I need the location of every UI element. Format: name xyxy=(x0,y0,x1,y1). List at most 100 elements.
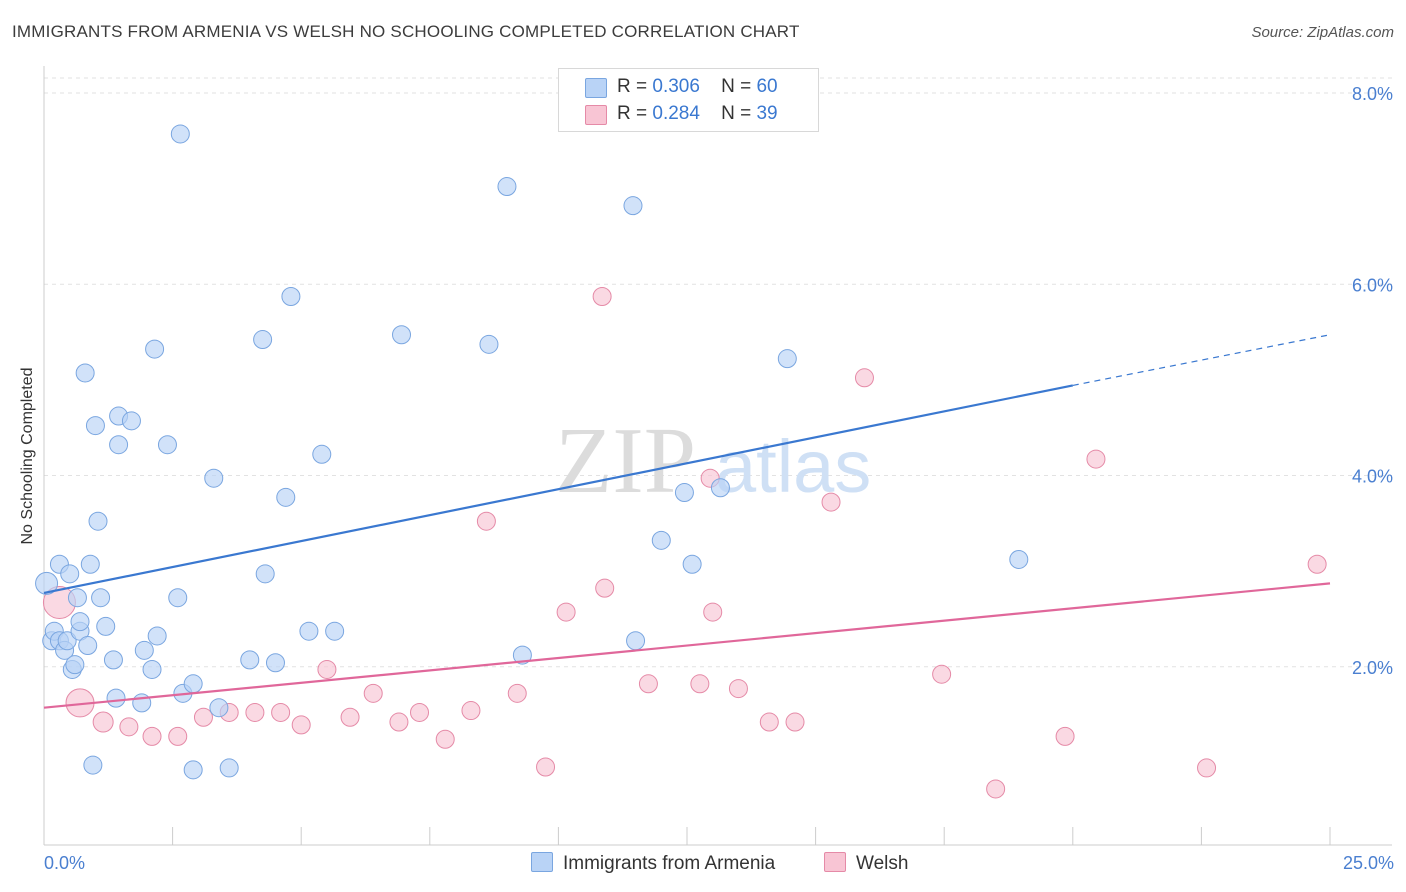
y-tick-label: 6.0% xyxy=(1352,275,1393,295)
armenia-point xyxy=(253,330,273,350)
trend-line-armenia-extension xyxy=(1072,334,1331,387)
welsh-point xyxy=(785,712,805,732)
welsh-point xyxy=(340,707,360,727)
armenia-point xyxy=(240,650,260,670)
legend-r-label: R = xyxy=(617,76,648,97)
welsh-point xyxy=(435,729,455,749)
armenia-point xyxy=(710,478,730,498)
armenia-point xyxy=(299,621,319,641)
armenia-point xyxy=(57,631,77,651)
armenia-point xyxy=(497,177,517,197)
welsh-point xyxy=(1086,449,1106,469)
bottom-legend-swatch-armenia xyxy=(531,852,553,872)
armenia-point xyxy=(35,571,59,595)
welsh-point xyxy=(703,602,723,622)
chart-title: IMMIGRANTS FROM ARMENIA VS WELSH NO SCHO… xyxy=(12,22,800,41)
trend-line-armenia xyxy=(43,384,1074,595)
welsh-point xyxy=(389,712,409,732)
welsh-point xyxy=(291,715,311,735)
bottom-legend-welsh: Welsh xyxy=(824,852,908,875)
legend-r-value: 0.284 xyxy=(652,103,700,124)
armenia-point xyxy=(96,616,116,636)
armenia-point xyxy=(204,468,224,488)
armenia-point xyxy=(147,626,167,646)
welsh-point xyxy=(728,679,748,699)
armenia-point xyxy=(70,612,90,632)
welsh-point xyxy=(317,659,337,679)
y-tick-label: 8.0% xyxy=(1352,84,1393,104)
armenia-point xyxy=(479,334,499,354)
welsh-point xyxy=(759,712,779,732)
bottom-legend-label-welsh: Welsh xyxy=(856,853,909,874)
armenia-point xyxy=(170,124,190,144)
welsh-point xyxy=(476,511,496,531)
armenia-point xyxy=(103,650,123,670)
armenia-point xyxy=(512,645,532,665)
welsh-point xyxy=(638,674,658,694)
bottom-legend-swatch-welsh xyxy=(824,852,846,872)
welsh-point xyxy=(1307,554,1327,574)
source-label: Source: ZipAtlas.com xyxy=(1251,24,1394,41)
welsh-point xyxy=(142,726,162,746)
armenia-point xyxy=(78,636,98,656)
bottom-legend-armenia: Immigrants from Armenia xyxy=(531,852,775,875)
gridlines xyxy=(44,77,1392,668)
y-tick-label: 4.0% xyxy=(1352,467,1393,487)
trend-line-welsh xyxy=(43,582,1331,709)
y-tick-labels: 2.0% 4.0% 6.0% 8.0% xyxy=(1352,84,1393,678)
watermark: ZIP atlas xyxy=(555,409,871,513)
welsh-point xyxy=(119,717,139,737)
welsh-point xyxy=(363,683,383,703)
legend-r-value: 0.306 xyxy=(652,76,700,97)
welsh-point xyxy=(556,602,576,622)
armenia-point xyxy=(623,196,643,216)
bottom-legend-label-armenia: Immigrants from Armenia xyxy=(563,853,776,874)
legend-swatch-welsh xyxy=(585,105,607,125)
armenia-point xyxy=(651,530,671,550)
armenia-point xyxy=(777,349,797,369)
armenia-points xyxy=(35,124,1029,780)
armenia-point xyxy=(88,511,108,531)
welsh-point xyxy=(986,779,1006,799)
armenia-point xyxy=(255,564,275,584)
armenia-point xyxy=(674,483,694,503)
armenia-point xyxy=(682,554,702,574)
trend-lines xyxy=(43,334,1331,709)
armenia-point xyxy=(219,758,239,778)
welsh-point xyxy=(271,702,291,722)
welsh-point xyxy=(461,701,481,721)
armenia-point xyxy=(65,655,85,675)
welsh-point xyxy=(932,664,952,684)
welsh-point xyxy=(821,492,841,512)
welsh-point xyxy=(595,578,615,598)
armenia-point xyxy=(80,554,100,574)
welsh-point xyxy=(536,757,556,777)
armenia-point xyxy=(183,674,203,694)
armenia-point xyxy=(325,621,345,641)
armenia-point xyxy=(145,339,165,359)
watermark-zip: ZIP xyxy=(555,409,696,513)
axes xyxy=(43,66,1392,846)
legend-n-label: N = xyxy=(721,103,752,124)
armenia-point xyxy=(157,435,177,455)
armenia-point xyxy=(106,688,126,708)
armenia-point xyxy=(121,411,141,431)
armenia-point xyxy=(75,363,95,383)
welsh-point xyxy=(92,711,114,733)
armenia-point xyxy=(392,325,412,345)
x-tick-label-min: 0.0% xyxy=(44,853,86,873)
armenia-point xyxy=(60,564,80,584)
welsh-point xyxy=(410,702,430,722)
armenia-point xyxy=(1009,549,1029,569)
watermark-atlas: atlas xyxy=(715,425,871,508)
armenia-point xyxy=(83,755,103,775)
armenia-point xyxy=(142,659,162,679)
welsh-point xyxy=(1055,726,1075,746)
legend-n-value: 39 xyxy=(756,103,778,124)
welsh-point xyxy=(168,726,188,746)
armenia-point xyxy=(183,760,203,780)
welsh-point xyxy=(1197,758,1217,778)
armenia-point xyxy=(265,653,285,673)
welsh-point xyxy=(854,368,874,388)
